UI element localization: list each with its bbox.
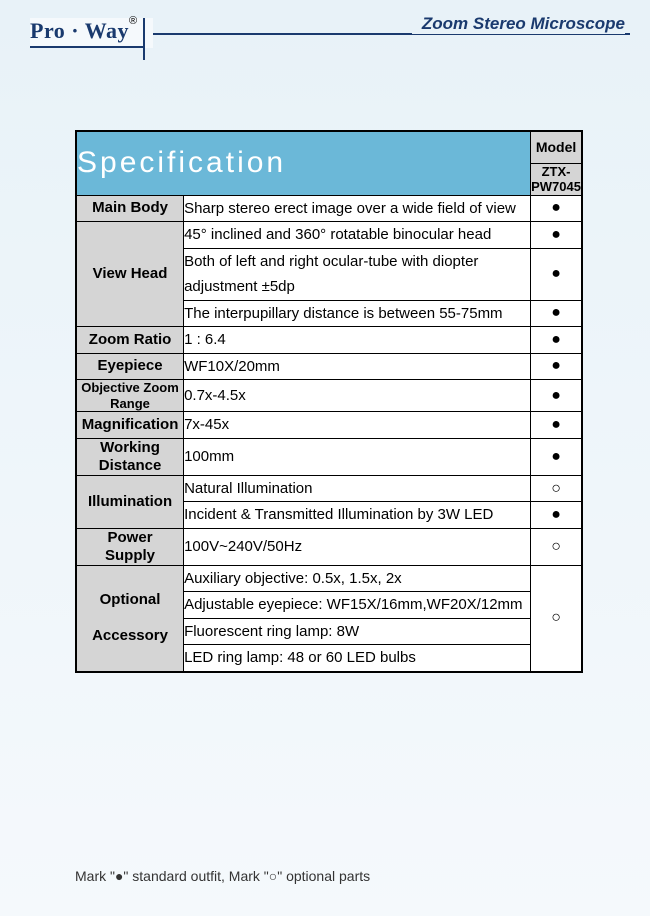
description-cell: Natural Illumination xyxy=(184,475,531,502)
mark-cell: ● xyxy=(531,300,582,327)
category-cell: WorkingDistance xyxy=(76,438,184,475)
category-cell: View Head xyxy=(76,222,184,327)
mark-cell: ● xyxy=(531,502,582,529)
mark-cell: ● xyxy=(531,222,582,249)
table-row: Zoom Ratio1 : 6.4● xyxy=(76,327,582,354)
table-row: OptionalAccessoryAuxiliary objective: 0.… xyxy=(76,565,582,592)
mark-cell: ○ xyxy=(531,565,582,672)
mark-cell: ● xyxy=(531,353,582,380)
description-cell: Sharp stereo erect image over a wide fie… xyxy=(184,195,531,222)
mark-cell: ○ xyxy=(531,475,582,502)
description-cell: 0.7x-4.5x xyxy=(184,380,531,412)
description-cell: 45° inclined and 360° rotatable binocula… xyxy=(184,222,531,249)
description-cell: 7x-45x xyxy=(184,412,531,439)
description-cell: Fluorescent ring lamp: 8W xyxy=(184,618,531,645)
description-cell: 100mm xyxy=(184,438,531,475)
description-cell: Both of left and right ocular-tube with … xyxy=(184,248,531,300)
mark-cell: ● xyxy=(531,438,582,475)
spec-title: Specification xyxy=(76,131,531,195)
table-row: Main BodySharp stereo erect image over a… xyxy=(76,195,582,222)
model-value: ZTX-PW7045 xyxy=(531,163,582,195)
category-cell: Objective ZoomRange xyxy=(76,380,184,412)
description-cell: Auxiliary objective: 0.5x, 1.5x, 2x xyxy=(184,565,531,592)
registered-icon: ® xyxy=(129,15,137,27)
category-cell: Main Body xyxy=(76,195,184,222)
model-header: Model xyxy=(531,131,582,163)
table-row: View Head45° inclined and 360° rotatable… xyxy=(76,222,582,249)
category-cell: Illumination xyxy=(76,475,184,528)
mark-cell: ○ xyxy=(531,528,582,565)
description-cell: Incident & Transmitted Illumination by 3… xyxy=(184,502,531,529)
category-cell: Zoom Ratio xyxy=(76,327,184,354)
description-cell: 1 : 6.4 xyxy=(184,327,531,354)
table-row: WorkingDistance100mm● xyxy=(76,438,582,475)
description-cell: The interpupillary distance is between 5… xyxy=(184,300,531,327)
header-row: Specification Model xyxy=(76,131,582,163)
mark-cell: ● xyxy=(531,327,582,354)
category-cell: Magnification xyxy=(76,412,184,439)
category-cell: PowerSupply xyxy=(76,528,184,565)
specification-table: Specification Model ZTX-PW7045 Main Body… xyxy=(75,130,583,673)
mark-cell: ● xyxy=(531,248,582,300)
table-row: PowerSupply100V~240V/50Hz○ xyxy=(76,528,582,565)
description-cell: LED ring lamp: 48 or 60 LED bulbs xyxy=(184,645,531,672)
description-cell: Adjustable eyepiece: WF15X/16mm,WF20X/12… xyxy=(184,592,531,619)
description-cell: WF10X/20mm xyxy=(184,353,531,380)
description-cell: 100V~240V/50Hz xyxy=(184,528,531,565)
legend-text: Mark "●" standard outfit, Mark "○" optio… xyxy=(75,868,370,884)
table-row: EyepieceWF10X/20mm● xyxy=(76,353,582,380)
category-cell: Eyepiece xyxy=(76,353,184,380)
page-title: Zoom Stereo Microscope xyxy=(412,14,625,34)
table-row: Magnification7x-45x● xyxy=(76,412,582,439)
category-cell: OptionalAccessory xyxy=(76,565,184,672)
table-row: IlluminationNatural Illumination○ xyxy=(76,475,582,502)
mark-cell: ● xyxy=(531,195,582,222)
mark-cell: ● xyxy=(531,380,582,412)
table-row: Objective ZoomRange0.7x-4.5x● xyxy=(76,380,582,412)
logo-text: Pro · Way xyxy=(30,18,129,43)
mark-cell: ● xyxy=(531,412,582,439)
brand-logo: Pro · Way® xyxy=(30,18,153,48)
